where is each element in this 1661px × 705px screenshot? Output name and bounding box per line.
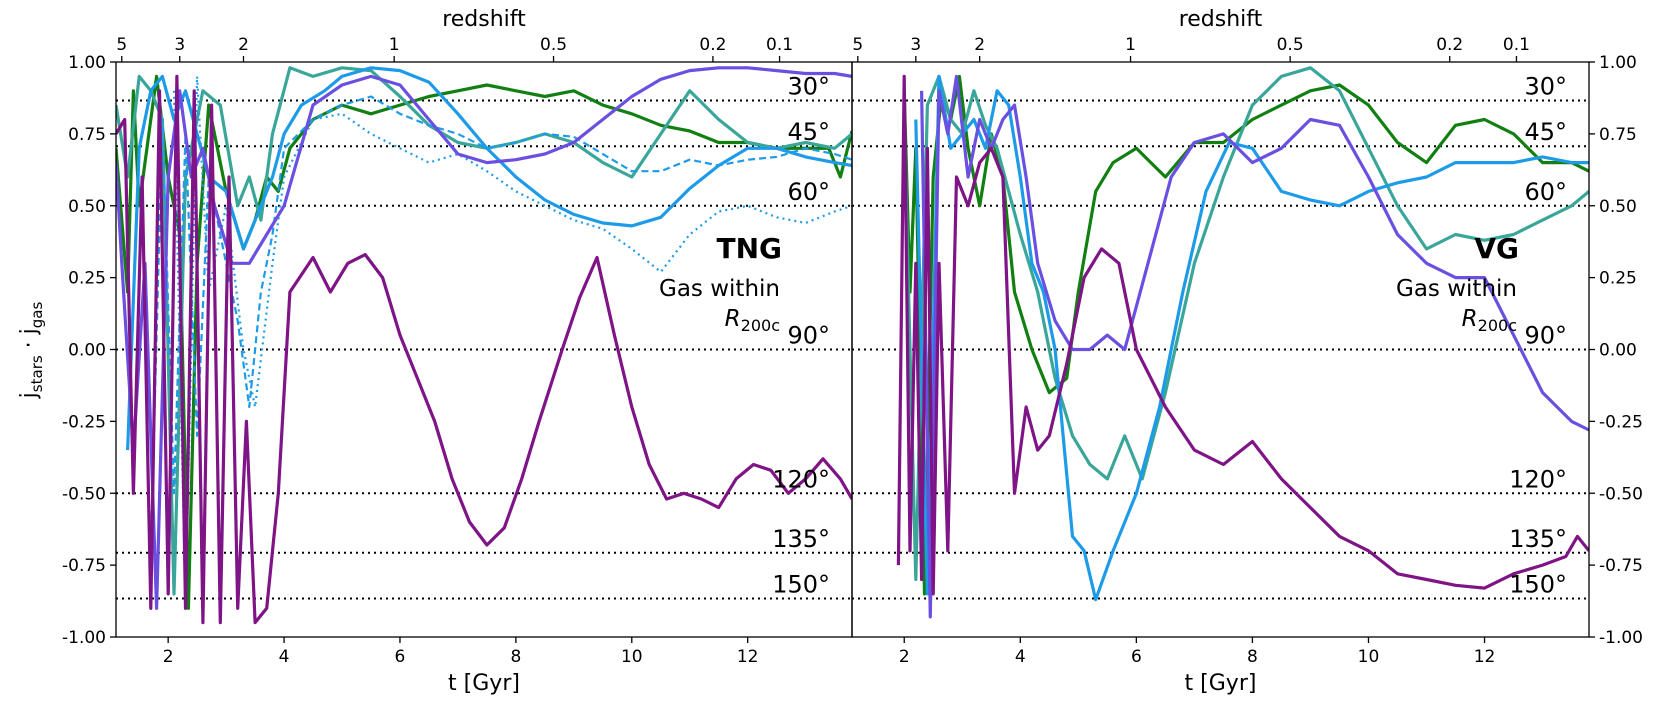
angle-label: 60° (1524, 178, 1567, 206)
series-line-blue (126, 66, 852, 451)
x-tick-label: 8 (1247, 647, 1258, 667)
y-tick-label: 0.75 (68, 125, 106, 145)
y-tick-label: 1.00 (1599, 53, 1637, 73)
series-line-teal (902, 66, 1589, 582)
redshift-tick-label: 3 (174, 35, 185, 55)
redshift-tick-label: 0.2 (1436, 35, 1463, 55)
y-tick-label: 0.25 (1599, 269, 1637, 289)
angle-label: 120° (772, 465, 830, 493)
angle-label: 45° (787, 118, 830, 146)
tng-panel: 2 4 6 8 10 12 5 3 2 1 0.5 0.2 0.1 1.00 0.75 0.50 0.25 0.0… (62, 7, 853, 696)
top-axis-label: redshift (442, 7, 526, 32)
y-tick-label: -0.50 (1599, 484, 1643, 504)
y-tick-label: 0.00 (68, 341, 106, 361)
y-tick-label: 0.75 (1599, 125, 1637, 145)
series-line-green (902, 74, 1589, 596)
series-line-violet (920, 74, 1589, 619)
redshift-tick-label: 0.5 (540, 35, 567, 55)
y-tick-label: -1.00 (62, 628, 106, 648)
x-tick-label: 6 (395, 647, 406, 667)
plot-frame (851, 61, 1590, 638)
angle-label: 90° (787, 322, 830, 350)
vg-panel: 2 4 6 8 10 12 5 3 2 1 0.5 0.2 0.1 1.00 0.75 0.50 0.25 0.0… (851, 7, 1643, 696)
redshift-tick-label: 5 (116, 35, 127, 55)
angle-label: 60° (787, 178, 830, 206)
angle-label: 150° (1509, 570, 1567, 598)
y-tick-label: 0.25 (68, 269, 106, 289)
panel-title: VG (1474, 232, 1519, 265)
x-tick-label: 4 (279, 647, 290, 667)
x-axis-label: t [Gyr] (448, 671, 520, 696)
panel-subtitle: Gas within (1396, 276, 1517, 302)
x-axis-label: t [Gyr] (1185, 671, 1257, 696)
angle-label: 45° (1524, 118, 1567, 146)
angle-label: 120° (1509, 465, 1567, 493)
panel-title: TNG (716, 232, 782, 265)
y-tick-label: 0.00 (1599, 341, 1637, 361)
x-tick-label: 8 (510, 647, 521, 667)
angle-label: 30° (1524, 73, 1567, 101)
angle-label: 135° (1509, 525, 1567, 553)
x-tick-label: 6 (1131, 647, 1142, 667)
series-group (896, 66, 1589, 619)
y-axis-label: jstars · jgas (17, 302, 46, 400)
redshift-tick-label: 5 (852, 35, 863, 55)
angle-label: 135° (772, 525, 830, 553)
redshift-tick-label: 0.5 (1277, 35, 1304, 55)
y-tick-label: -0.25 (1599, 412, 1643, 432)
y-tick-label: 0.50 (1599, 197, 1637, 217)
y-tick-label: -0.75 (62, 556, 106, 576)
x-tick-label: 12 (1474, 647, 1496, 667)
top-axis-label: redshift (1179, 7, 1263, 32)
redshift-tick-label: 2 (238, 35, 249, 55)
x-tick-label: 2 (163, 647, 174, 667)
panel-subtitle-radius: R200c (1462, 306, 1517, 335)
redshift-tick-label: 3 (910, 35, 921, 55)
redshift-tick-label: 2 (974, 35, 985, 55)
redshift-tick-label: 0.1 (1503, 35, 1530, 55)
y-tick-label: 0.50 (68, 197, 106, 217)
series-line-blue (914, 74, 1589, 602)
series-line-violet (116, 66, 852, 610)
series-line-purple (896, 74, 1589, 596)
angle-label: 150° (772, 570, 830, 598)
redshift-tick-label: 0.1 (766, 35, 793, 55)
redshift-tick-label: 1 (389, 35, 400, 55)
x-tick-label: 10 (621, 647, 643, 667)
y-tick-label: -0.25 (62, 412, 106, 432)
x-tick-label: 2 (899, 647, 910, 667)
series-line-purple (116, 74, 852, 625)
x-tick-label: 4 (1015, 647, 1026, 667)
y-tick-label: -1.00 (1599, 628, 1643, 648)
angle-label: 90° (1524, 322, 1567, 350)
angle-label: 30° (787, 73, 830, 101)
panel-subtitle: Gas within (659, 276, 780, 302)
redshift-tick-label: 1 (1125, 35, 1136, 55)
redshift-tick-label: 0.2 (699, 35, 726, 55)
y-tick-label: -0.75 (1599, 556, 1643, 576)
x-tick-label: 10 (1358, 647, 1380, 667)
y-tick-label: 1.00 (68, 53, 106, 73)
x-tick-label: 12 (737, 647, 759, 667)
y-tick-label: -0.50 (62, 484, 106, 504)
series-group (116, 66, 852, 625)
panel-subtitle-radius: R200c (725, 306, 780, 335)
